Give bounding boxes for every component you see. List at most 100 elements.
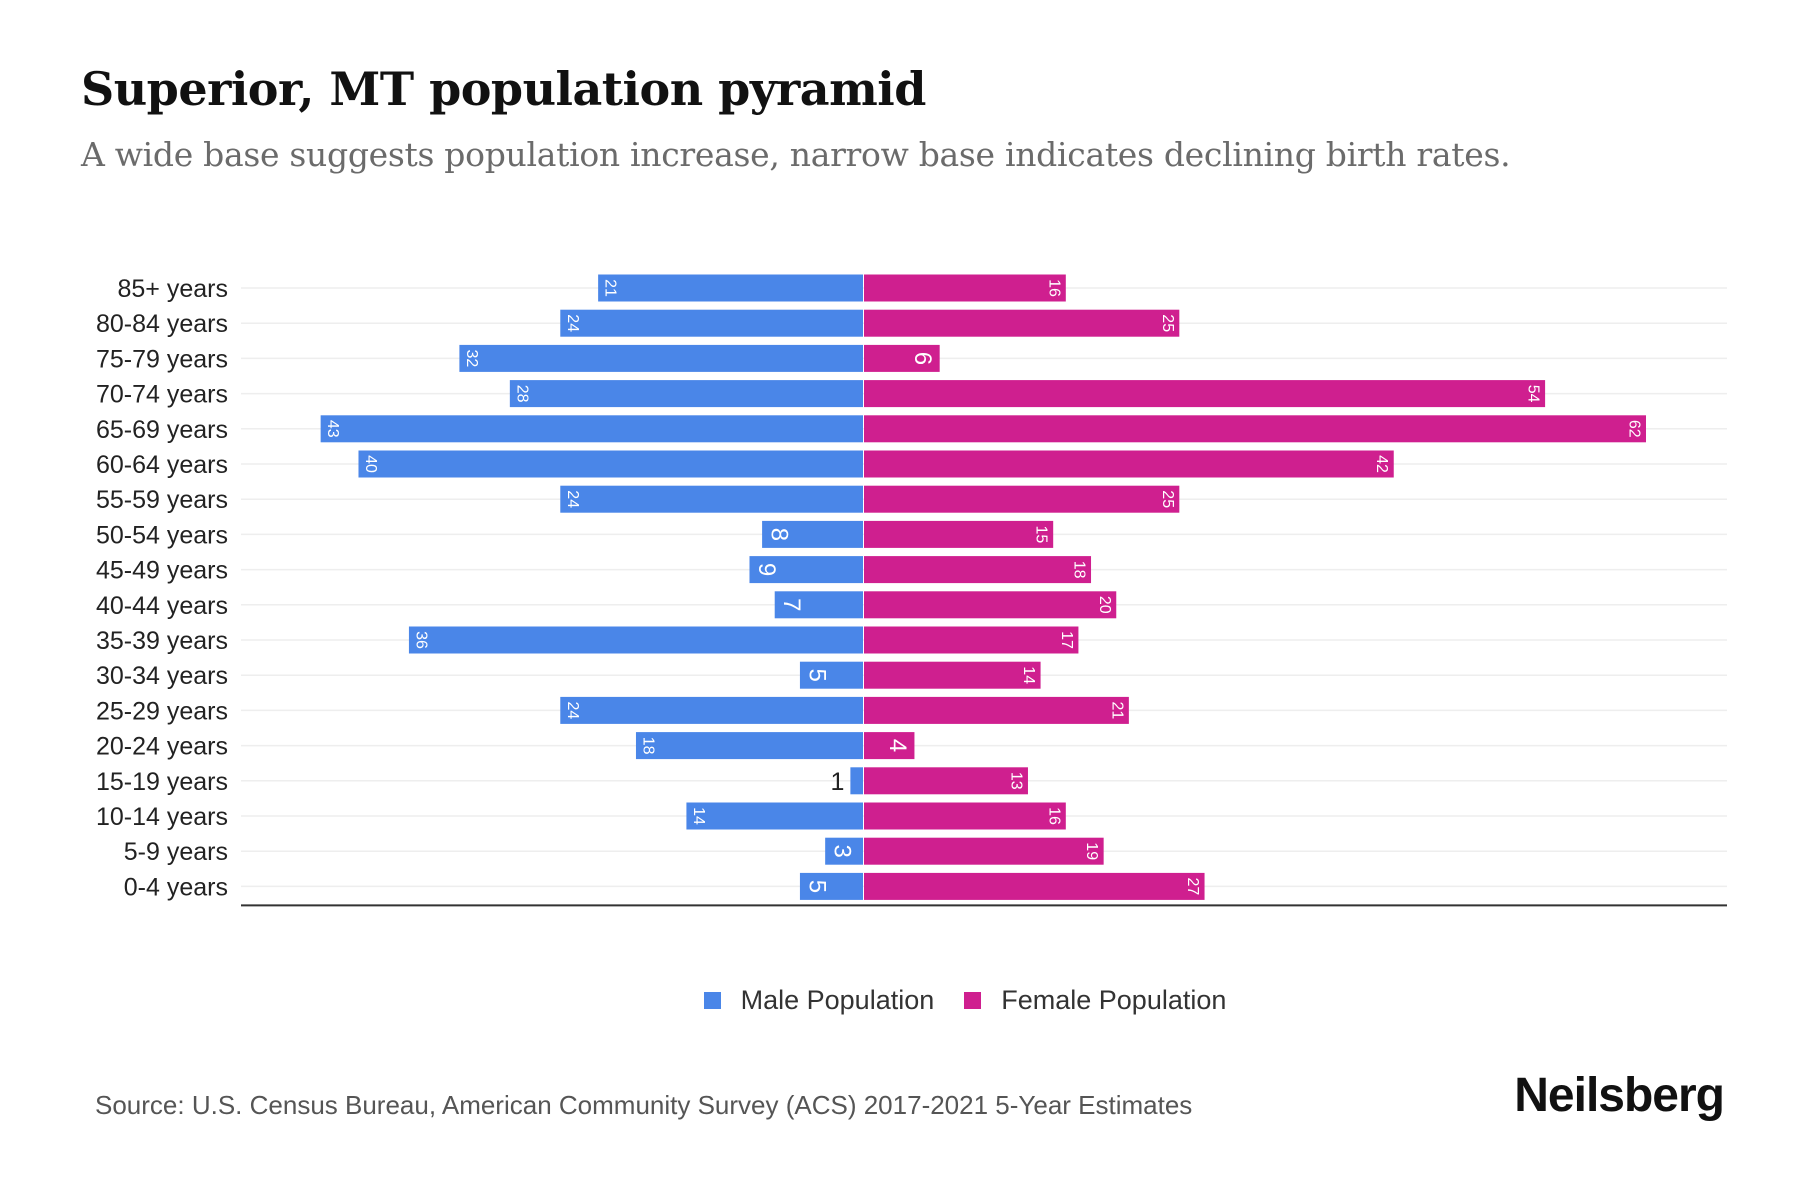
bar-male[interactable] — [686, 802, 863, 830]
bar-female[interactable] — [864, 696, 1129, 724]
value-label-female: 14 — [1020, 666, 1037, 684]
value-label-female: 20 — [1096, 596, 1113, 614]
category-label: 30-34 years — [96, 662, 228, 690]
value-label-female: 18 — [1071, 561, 1088, 579]
legend-label-female: Female Population — [1001, 985, 1227, 1015]
value-label-male: 5 — [803, 669, 830, 682]
value-label-male: 24 — [564, 490, 581, 508]
value-label-female: 6 — [909, 352, 936, 365]
bar-female[interactable] — [864, 661, 1041, 689]
category-label: 5-9 years — [124, 838, 228, 866]
neilsberg-logo: Neilsberg — [1514, 1069, 1725, 1122]
bar-male[interactable] — [598, 274, 863, 302]
value-label-male: 1 — [830, 768, 844, 796]
category-label: 15-19 years — [96, 768, 228, 796]
value-label-male: 5 — [803, 880, 830, 893]
bar-male[interactable] — [799, 661, 863, 689]
value-label-female: 27 — [1184, 878, 1201, 896]
bar-female[interactable] — [864, 485, 1180, 513]
bar-female[interactable] — [864, 309, 1180, 337]
bar-male[interactable] — [560, 309, 863, 337]
legend-swatch-female — [964, 992, 982, 1009]
bar-male[interactable] — [408, 626, 863, 654]
value-label-female: 15 — [1033, 526, 1050, 544]
gridlines — [241, 287, 1727, 888]
value-label-male: 24 — [564, 702, 581, 720]
value-label-male: 28 — [513, 385, 530, 403]
value-label-male: 21 — [602, 279, 619, 297]
value-label-male: 18 — [639, 737, 656, 755]
bar-male[interactable] — [509, 380, 863, 408]
bar-female[interactable] — [864, 344, 940, 372]
legend-label-male: Male Population — [740, 985, 935, 1015]
bar-female[interactable] — [864, 802, 1066, 830]
bar-female[interactable] — [864, 556, 1092, 584]
legend: Male Population Female Population — [0, 985, 1800, 1016]
category-label: 20-24 years — [96, 733, 228, 761]
bar-male[interactable] — [774, 591, 863, 619]
value-label-male: 14 — [690, 807, 707, 825]
category-label: 70-74 years — [96, 381, 228, 409]
bar-male[interactable] — [459, 344, 863, 372]
value-label-male: 9 — [753, 563, 780, 576]
bar-male[interactable] — [850, 767, 863, 795]
value-label-female: 21 — [1108, 702, 1125, 720]
value-label-male: 24 — [564, 314, 581, 332]
category-label: 40-44 years — [96, 592, 228, 620]
bars — [320, 274, 1646, 900]
bar-male[interactable] — [762, 520, 863, 548]
category-label: 0-4 years — [124, 873, 228, 901]
chart-title: Superior, MT population pyramid — [81, 62, 926, 116]
value-label-male: 8 — [766, 528, 793, 541]
value-label-male: 7 — [778, 598, 805, 611]
chart-subtitle: A wide base suggests population increase… — [81, 135, 1511, 174]
category-label: 10-14 years — [96, 803, 228, 831]
category-label: 50-54 years — [96, 521, 228, 549]
value-label-female: 13 — [1007, 772, 1024, 790]
value-label-female: 62 — [1626, 420, 1643, 438]
bar-female[interactable] — [864, 837, 1104, 865]
category-labels: 85+ years 80-84 years 75-79 years 70-74 yea… — [96, 275, 228, 901]
bar-female[interactable] — [864, 520, 1054, 548]
value-label-male: 36 — [412, 631, 429, 649]
value-label-female: 54 — [1525, 385, 1542, 403]
bar-female[interactable] — [864, 626, 1079, 654]
bar-male[interactable] — [358, 450, 863, 478]
bar-male[interactable] — [320, 415, 864, 443]
value-label-female: 42 — [1373, 455, 1390, 473]
bar-male[interactable] — [635, 732, 863, 760]
value-label-male: 43 — [324, 420, 341, 438]
bar-female[interactable] — [864, 767, 1028, 795]
value-label-male: 40 — [362, 455, 379, 473]
bar-male[interactable] — [799, 872, 863, 900]
bar-female[interactable] — [864, 732, 915, 760]
bar-female[interactable] — [864, 872, 1205, 900]
legend-item-female[interactable]: Female Population — [964, 985, 1226, 1016]
value-label-female: 25 — [1159, 314, 1176, 332]
legend-swatch-male — [703, 992, 721, 1009]
category-label: 55-59 years — [96, 486, 228, 514]
bar-male[interactable] — [825, 837, 863, 865]
source-note: Source: U.S. Census Bureau, American Com… — [95, 1090, 1193, 1120]
bar-male[interactable] — [560, 696, 863, 724]
category-label: 60-64 years — [96, 451, 228, 479]
category-label: 35-39 years — [96, 627, 228, 655]
value-label-female: 19 — [1083, 842, 1100, 860]
bar-male[interactable] — [560, 485, 863, 513]
category-label: 65-69 years — [96, 416, 228, 444]
category-label: 45-49 years — [96, 557, 228, 585]
bar-male[interactable] — [749, 556, 863, 584]
bar-female[interactable] — [864, 380, 1546, 408]
value-label-male: 3 — [829, 845, 856, 858]
value-label-female: 4 — [884, 739, 911, 752]
bar-female[interactable] — [864, 274, 1066, 302]
category-label: 25-29 years — [96, 697, 228, 725]
bar-female[interactable] — [864, 591, 1117, 619]
bar-female[interactable] — [864, 415, 1646, 443]
value-label-male: 32 — [463, 350, 480, 368]
category-label: 80-84 years — [96, 310, 228, 338]
legend-item-male[interactable]: Male Population — [703, 985, 935, 1016]
bar-female[interactable] — [864, 450, 1394, 478]
